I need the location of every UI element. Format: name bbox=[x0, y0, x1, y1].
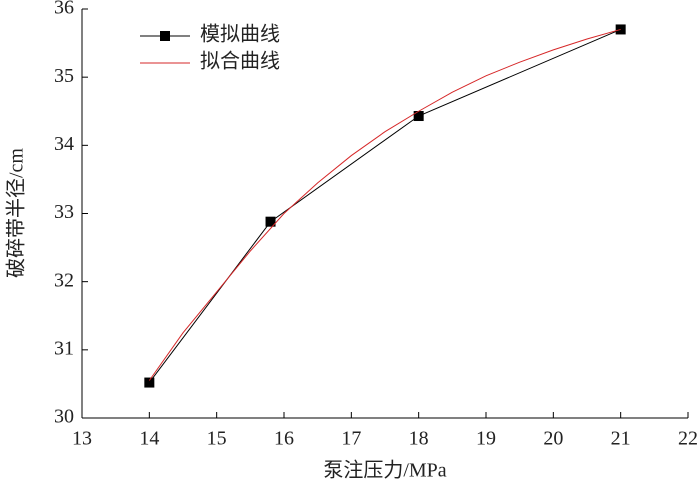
y-axis-label: 破碎带半径/cm bbox=[5, 148, 28, 278]
y-tick-label: 31 bbox=[54, 337, 74, 359]
y-tick-label: 30 bbox=[54, 406, 74, 428]
legend-label: 模拟曲线 bbox=[200, 23, 280, 46]
y-tick-label: 32 bbox=[54, 269, 74, 291]
x-tick-label: 14 bbox=[139, 428, 159, 450]
legend-marker bbox=[160, 31, 170, 41]
y-tick-label: 36 bbox=[54, 0, 74, 19]
y-tick-label: 33 bbox=[54, 201, 74, 223]
x-axis-label: 泵注压力/MPa bbox=[323, 459, 446, 482]
x-tick-label: 16 bbox=[274, 428, 294, 450]
x-tick-label: 17 bbox=[341, 428, 361, 450]
x-tick-label: 20 bbox=[543, 428, 563, 450]
data-point bbox=[144, 377, 155, 388]
data-point bbox=[265, 216, 276, 227]
y-tick-label: 34 bbox=[54, 133, 74, 155]
legend-label: 拟合曲线 bbox=[200, 50, 280, 73]
x-tick-label: 21 bbox=[611, 428, 631, 450]
series-line bbox=[148, 28, 621, 381]
x-tick-label: 22 bbox=[678, 428, 698, 450]
x-tick-label: 19 bbox=[476, 428, 496, 450]
x-tick-label: 13 bbox=[72, 428, 92, 450]
x-tick-label: 18 bbox=[409, 428, 429, 450]
series-line bbox=[148, 28, 621, 383]
y-tick-label: 35 bbox=[54, 65, 74, 87]
x-tick-label: 15 bbox=[207, 428, 227, 450]
data-point bbox=[413, 111, 424, 122]
